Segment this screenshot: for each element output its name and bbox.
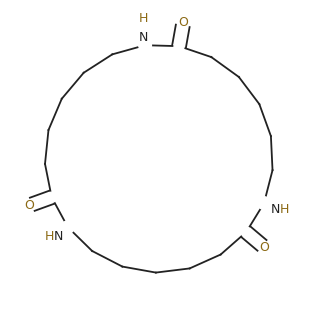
Text: O: O bbox=[259, 241, 269, 254]
Text: H: H bbox=[280, 203, 289, 216]
Circle shape bbox=[258, 197, 270, 210]
Text: H: H bbox=[138, 12, 148, 25]
Text: N: N bbox=[138, 31, 148, 44]
Text: O: O bbox=[24, 199, 34, 212]
Text: N: N bbox=[54, 230, 63, 243]
Circle shape bbox=[139, 39, 151, 52]
Text: H: H bbox=[45, 230, 54, 243]
Circle shape bbox=[47, 192, 57, 202]
Circle shape bbox=[61, 221, 74, 234]
Circle shape bbox=[241, 227, 251, 237]
Circle shape bbox=[174, 41, 184, 51]
Text: O: O bbox=[178, 16, 188, 29]
Text: N: N bbox=[271, 203, 280, 216]
